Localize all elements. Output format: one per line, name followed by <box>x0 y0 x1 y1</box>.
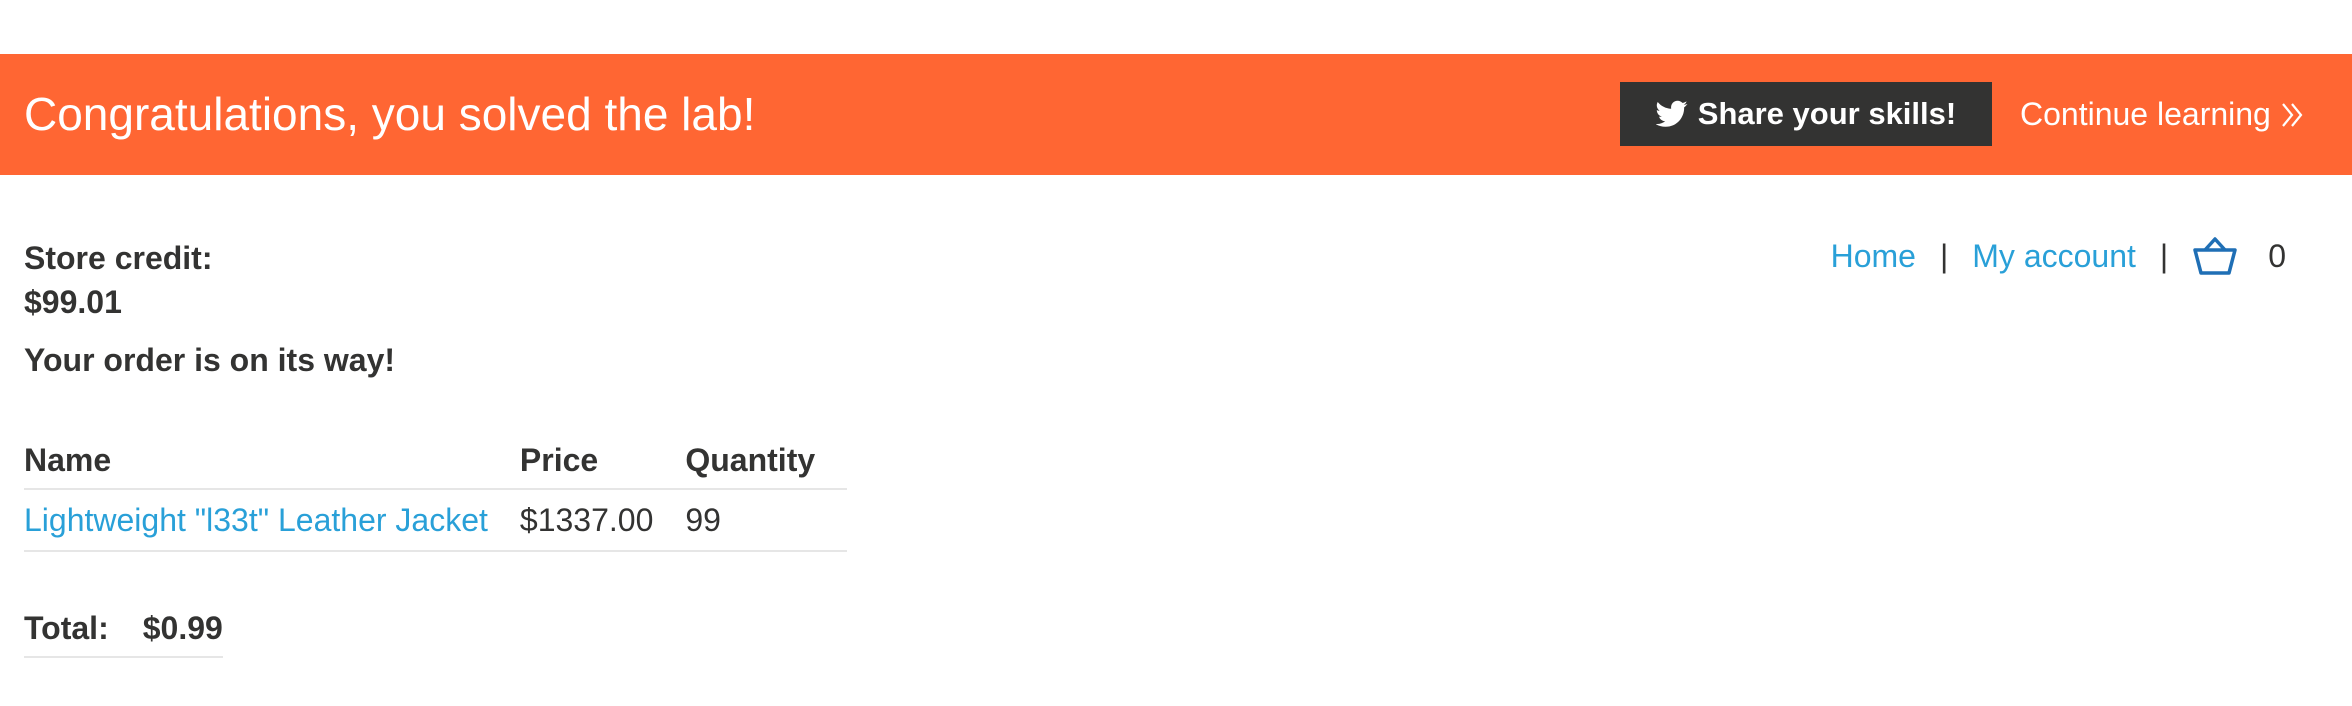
banner-title: Congratulations, you solved the lab! <box>24 88 756 140</box>
table-row: Lightweight "l33t" Leather Jacket $1337.… <box>24 489 848 552</box>
nav-separator: | <box>2159 237 2169 274</box>
total-row: Total: $0.99 <box>24 600 223 658</box>
total-label: Total: <box>24 600 143 658</box>
total-value: $0.99 <box>142 600 223 658</box>
store-credit-value: $99.01 <box>24 284 122 320</box>
continue-learning-label: Continue learning <box>2020 96 2271 132</box>
lab-solved-banner: Congratulations, you solved the lab! Sha… <box>0 54 2352 175</box>
column-header-quantity: Quantity <box>685 432 848 490</box>
column-header-price: Price <box>519 432 686 490</box>
order-items-table: Name Price Quantity Lightweight "l33t" L… <box>24 432 848 552</box>
home-link[interactable]: Home <box>1830 237 1916 274</box>
cart-count: 0 <box>2268 237 2286 274</box>
table-header-row: Name Price Quantity <box>24 432 848 490</box>
product-quantity: 99 <box>685 489 848 552</box>
share-skills-label: Share your skills! <box>1697 96 1957 131</box>
product-price: $1337.00 <box>519 489 686 552</box>
continue-learning-link[interactable]: Continue learning <box>2020 54 2307 175</box>
store-credit-label: Store credit: <box>24 240 213 276</box>
order-total-table: Total: $0.99 <box>24 600 223 658</box>
top-navigation: Home | My account | 0 <box>1831 230 2286 282</box>
basket-icon[interactable] <box>2192 236 2238 276</box>
store-credit: Store credit: $99.01 <box>24 236 212 324</box>
column-header-name: Name <box>24 432 520 490</box>
product-name-cell: Lightweight "l33t" Leather Jacket <box>24 489 520 552</box>
share-skills-button[interactable]: Share your skills! <box>1620 82 1992 146</box>
double-chevron-right-icon <box>2281 102 2303 127</box>
my-account-link[interactable]: My account <box>1972 237 2136 274</box>
product-link[interactable]: Lightweight "l33t" Leather Jacket <box>24 501 488 538</box>
order-status-message: Your order is on its way! <box>24 342 396 378</box>
twitter-icon <box>1655 100 1688 127</box>
nav-separator: | <box>1939 237 1949 274</box>
